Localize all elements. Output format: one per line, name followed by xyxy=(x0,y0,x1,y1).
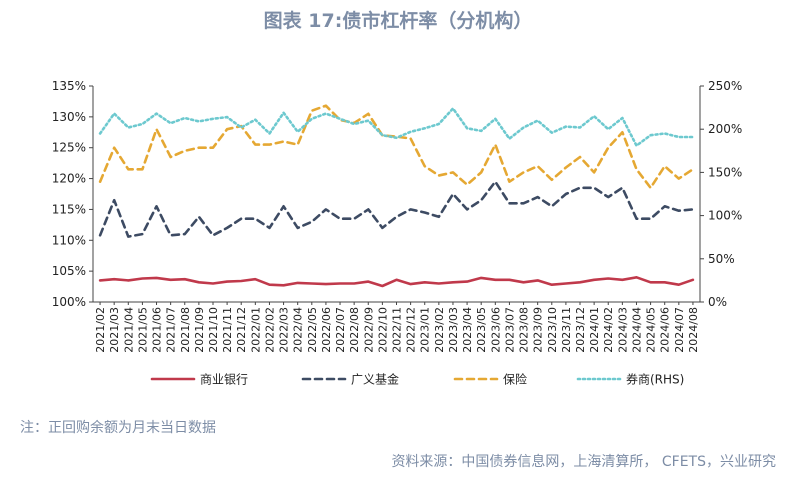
x-tick-label: 2022/08 xyxy=(348,307,361,353)
y-left-tick-label: 115% xyxy=(52,202,86,216)
x-tick-label: 2021/05 xyxy=(136,307,149,353)
x-tick-label: 2024/04 xyxy=(630,307,643,353)
x-tick-label: 2021/07 xyxy=(165,307,178,353)
y-left-tick-label: 125% xyxy=(52,141,86,155)
chart-series-lines xyxy=(98,104,695,288)
y-right-tick-label: 150% xyxy=(708,165,742,179)
x-tick-label: 2024/02 xyxy=(602,307,615,353)
x-tick-label: 2021/06 xyxy=(151,307,164,353)
x-tick-label: 2021/08 xyxy=(179,307,192,353)
x-tick-label: 2023/02 xyxy=(433,307,446,353)
x-tick-label: 2021/09 xyxy=(193,307,206,353)
x-tick-label: 2021/12 xyxy=(235,307,248,353)
series-line-4 xyxy=(98,107,695,147)
x-tick-label: 2022/03 xyxy=(278,307,291,353)
series-line-1 xyxy=(98,275,695,288)
x-tick-label: 2023/10 xyxy=(546,307,559,353)
x-tick-label: 2024/05 xyxy=(645,307,658,353)
x-tick-label: 2022/09 xyxy=(362,307,375,353)
x-tick-label: 2023/08 xyxy=(518,307,531,353)
series-line-2 xyxy=(98,180,695,238)
y-left-tick-label: 100% xyxy=(52,295,86,309)
series-line-3 xyxy=(98,104,695,190)
page-title: 图表 17:债市杠杆率（分机构） xyxy=(263,10,533,32)
x-tick-label: 2022/04 xyxy=(292,307,305,353)
y-right-tick-label: 250% xyxy=(708,79,742,93)
x-tick-label: 2023/04 xyxy=(461,307,474,353)
source-note: 资料来源：中国债券信息网，上海清算所， CFETS，兴业研究 xyxy=(391,454,776,470)
x-tick-label: 2023/09 xyxy=(532,307,545,353)
x-tick-label: 2022/06 xyxy=(320,307,333,353)
legend-label-4: 券商(RHS) xyxy=(626,372,684,387)
y-right-tick-label: 100% xyxy=(708,209,742,223)
x-tick-label: 2022/07 xyxy=(334,307,347,353)
y-left-tick-label: 130% xyxy=(52,110,86,124)
x-tick-label: 2022/12 xyxy=(405,307,418,353)
y-right-tick-label: 0% xyxy=(708,295,727,309)
footnote: 注：正回购余额为月末当日数据 xyxy=(20,420,216,436)
y-left-tick-label: 120% xyxy=(52,172,86,186)
x-tick-label: 2021/04 xyxy=(122,307,135,353)
legend-label-2: 广义基金 xyxy=(351,372,399,387)
x-tick-label: 2024/07 xyxy=(673,307,686,353)
chart-legend: 商业银行 广义基金 保险 券商(RHS) xyxy=(150,372,684,387)
x-tick-label: 2024/06 xyxy=(659,307,672,353)
legend-label-3: 保险 xyxy=(503,372,527,387)
y-right-tick-label: 50% xyxy=(708,252,735,266)
x-tick-label: 2022/10 xyxy=(376,307,389,353)
x-tick-label: 2022/02 xyxy=(263,307,276,353)
x-tick-label: 2021/02 xyxy=(94,307,107,353)
x-tick-label: 2022/01 xyxy=(249,307,262,353)
legend-label-1: 商业银行 xyxy=(200,372,248,387)
y-left-tick-label: 110% xyxy=(52,233,86,247)
x-tick-label: 2023/11 xyxy=(560,307,573,353)
x-tick-label: 2022/11 xyxy=(391,307,404,353)
x-tick-label: 2023/03 xyxy=(447,307,460,353)
x-tick-label: 2022/05 xyxy=(306,307,319,353)
x-tick-label: 2021/10 xyxy=(207,307,220,353)
x-tick-label: 2021/11 xyxy=(221,307,234,353)
x-tick-label: 2024/08 xyxy=(687,307,700,353)
y-left-tick-label: 105% xyxy=(52,264,86,278)
y-left-tick-label: 135% xyxy=(52,79,86,93)
x-tick-label: 2023/12 xyxy=(574,307,587,353)
chart-axes: 100% 105% 110% 115% 120% 125% 130% 135% 0% 50% 100… xyxy=(52,79,743,353)
x-tick-label: 2024/03 xyxy=(616,307,629,353)
y-right-tick-label: 200% xyxy=(708,122,742,136)
x-tick-label: 2023/07 xyxy=(503,307,516,353)
x-tick-label: 2023/05 xyxy=(475,307,488,353)
x-tick-label: 2023/01 xyxy=(419,307,432,353)
x-tick-label: 2021/03 xyxy=(108,307,121,353)
x-tick-label: 2024/01 xyxy=(588,307,601,353)
x-tick-label: 2023/06 xyxy=(489,307,502,353)
